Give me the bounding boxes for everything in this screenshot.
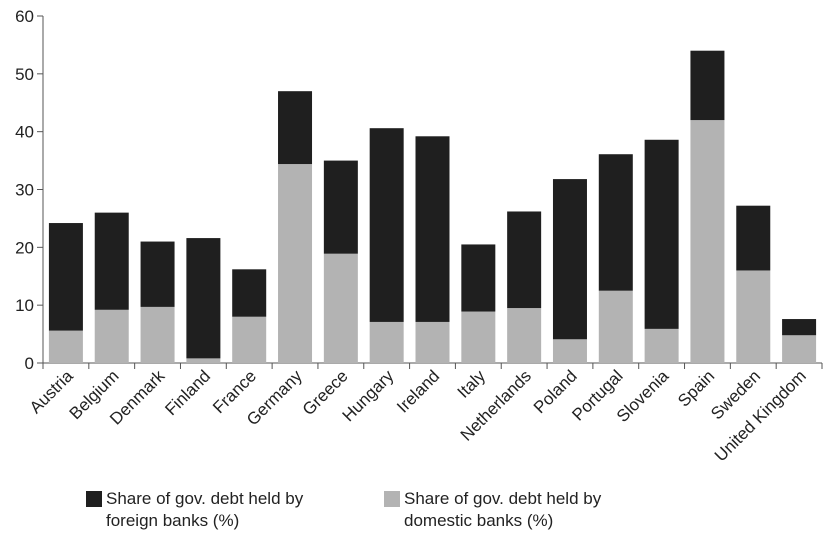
- bar-foreign: [232, 269, 267, 317]
- bar-domestic: [48, 330, 83, 363]
- bar-domestic: [644, 328, 679, 363]
- bar-foreign: [278, 91, 313, 165]
- bar-domestic: [461, 311, 496, 363]
- y-tick-label: 10: [15, 296, 34, 315]
- bar-domestic: [369, 321, 404, 363]
- y-tick-label: 50: [15, 65, 34, 84]
- bar-foreign: [644, 139, 679, 329]
- bar-domestic: [140, 306, 175, 363]
- bar-foreign: [94, 212, 129, 310]
- y-tick-label: 20: [15, 238, 34, 257]
- bar-domestic: [323, 253, 358, 363]
- bar-domestic: [186, 358, 221, 363]
- legend-item-domestic: Share of gov. debt held by domestic bank…: [384, 488, 644, 532]
- legend-swatch-domestic: [384, 491, 400, 507]
- bar-domestic: [415, 321, 450, 363]
- bar-foreign: [598, 154, 633, 291]
- stacked-bar-chart: 0 10 20 30 40 50 60 AustriaBelgiumDenmarkFinla…: [15, 7, 823, 465]
- bar-foreign: [507, 211, 542, 309]
- bar-foreign: [186, 238, 221, 359]
- bar-domestic: [232, 316, 267, 363]
- x-tick-label: Finland: [161, 366, 214, 419]
- x-tick-label: Slovenia: [613, 366, 673, 426]
- bar-foreign: [552, 179, 587, 340]
- bar-domestic: [598, 290, 633, 363]
- bars: [48, 50, 817, 363]
- bar-domestic: [507, 308, 542, 363]
- bar-foreign: [782, 319, 817, 336]
- x-tick-label: Italy: [454, 366, 490, 402]
- bar-foreign: [323, 160, 358, 254]
- bar-domestic: [690, 120, 725, 363]
- x-tick-label: Ireland: [393, 366, 443, 416]
- x-tick-label: Spain: [674, 366, 718, 410]
- legend-label-domestic: Share of gov. debt held by domestic bank…: [404, 489, 602, 530]
- y-tick-label: 0: [25, 354, 34, 373]
- bar-foreign: [415, 136, 450, 322]
- legend: Share of gov. debt held by foreign banks…: [86, 488, 686, 538]
- bar-foreign: [461, 244, 496, 312]
- bar-domestic: [278, 164, 313, 363]
- y-tick-label: 30: [15, 181, 34, 200]
- x-tick-labels: AustriaBelgiumDenmarkFinlandFranceGerman…: [26, 366, 810, 465]
- bar-domestic: [552, 339, 587, 363]
- y-tick-label: 40: [15, 123, 34, 142]
- bar-foreign: [48, 223, 83, 331]
- bar-foreign: [690, 50, 725, 121]
- bar-domestic: [736, 270, 771, 363]
- bar-foreign: [736, 205, 771, 271]
- y-tick-label: 60: [15, 7, 34, 26]
- legend-swatch-foreign: [86, 491, 102, 507]
- x-tick-label: Hungary: [339, 366, 398, 425]
- bar-foreign: [140, 241, 175, 307]
- legend-item-foreign: Share of gov. debt held by foreign banks…: [86, 488, 346, 532]
- legend-label-foreign: Share of gov. debt held by foreign banks…: [106, 489, 304, 530]
- bar-domestic: [782, 335, 817, 363]
- bar-domestic: [94, 309, 129, 363]
- bar-foreign: [369, 128, 404, 322]
